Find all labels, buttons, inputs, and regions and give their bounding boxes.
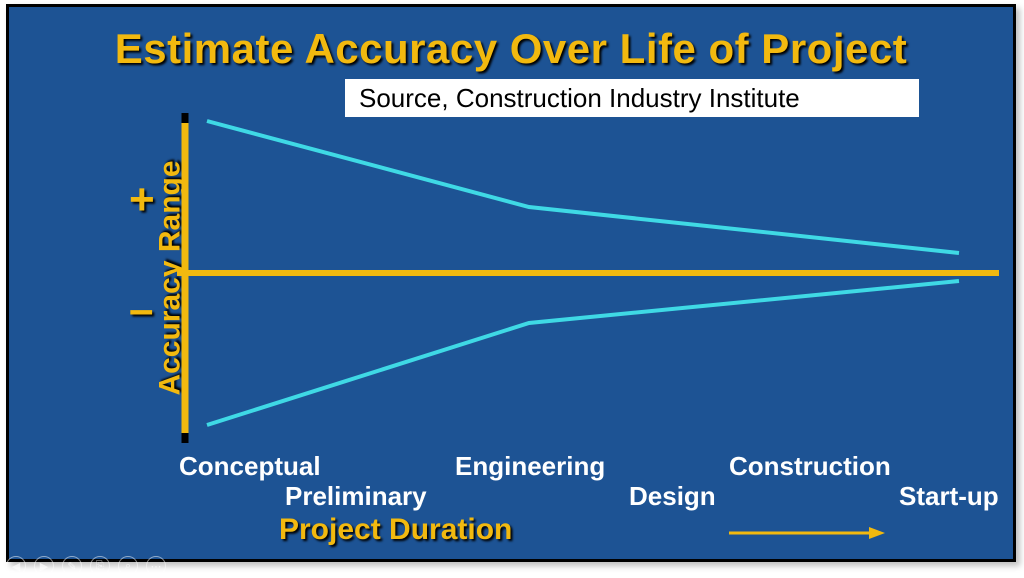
chart-area: Accuracy Range + –	[59, 113, 999, 443]
phase-label: Start-up	[899, 481, 999, 512]
phase-label: Engineering	[455, 451, 605, 482]
slides-icon: ⎘	[96, 560, 105, 573]
phase-label: Design	[629, 481, 716, 512]
duration-arrow-icon	[729, 523, 889, 543]
magnifier-icon: ⌕	[125, 560, 131, 573]
lower-accuracy-line	[207, 281, 959, 425]
more-options-button[interactable]: ⋯	[146, 556, 166, 576]
zoom-button[interactable]: ⌕	[118, 556, 138, 576]
chart-svg	[59, 113, 999, 443]
slide-title: Estimate Accuracy Over Life of Project	[9, 25, 1013, 73]
phase-label: Construction	[729, 451, 891, 482]
phase-label: Preliminary	[285, 481, 427, 512]
ellipsis-icon: ⋯	[151, 560, 162, 573]
presentation-toolbar: ◀ ▶ ✎ ⎘ ⌕ ⋯	[6, 556, 166, 576]
pen-tool-button[interactable]: ✎	[62, 556, 82, 576]
source-citation: Source, Construction Industry Institute	[345, 79, 919, 117]
phase-label: Conceptual	[179, 451, 321, 482]
chevron-left-icon: ◀	[12, 560, 20, 573]
slides-view-button[interactable]: ⎘	[90, 556, 110, 576]
pen-icon: ✎	[67, 560, 76, 573]
chevron-right-icon: ▶	[40, 560, 48, 573]
source-text: Source, Construction Industry Institute	[359, 83, 800, 114]
next-slide-button[interactable]: ▶	[34, 556, 54, 576]
x-axis-label: Project Duration	[279, 513, 512, 547]
prev-slide-button[interactable]: ◀	[6, 556, 26, 576]
slide-frame: Estimate Accuracy Over Life of Project S…	[6, 4, 1016, 562]
upper-accuracy-line	[207, 121, 959, 253]
